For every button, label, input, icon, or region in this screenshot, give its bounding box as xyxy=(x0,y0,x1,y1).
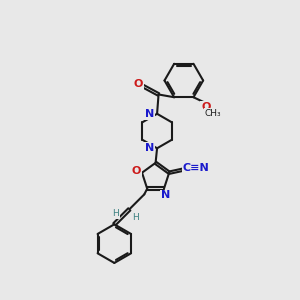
Text: H: H xyxy=(133,213,139,222)
Text: CH₃: CH₃ xyxy=(205,109,221,118)
Text: N: N xyxy=(145,109,154,119)
Text: O: O xyxy=(201,102,211,112)
Text: H: H xyxy=(112,209,119,218)
Text: N: N xyxy=(145,143,154,153)
Text: O: O xyxy=(131,166,141,176)
Text: C≡N: C≡N xyxy=(182,163,209,172)
Text: O: O xyxy=(134,79,143,89)
Text: N: N xyxy=(161,190,170,200)
